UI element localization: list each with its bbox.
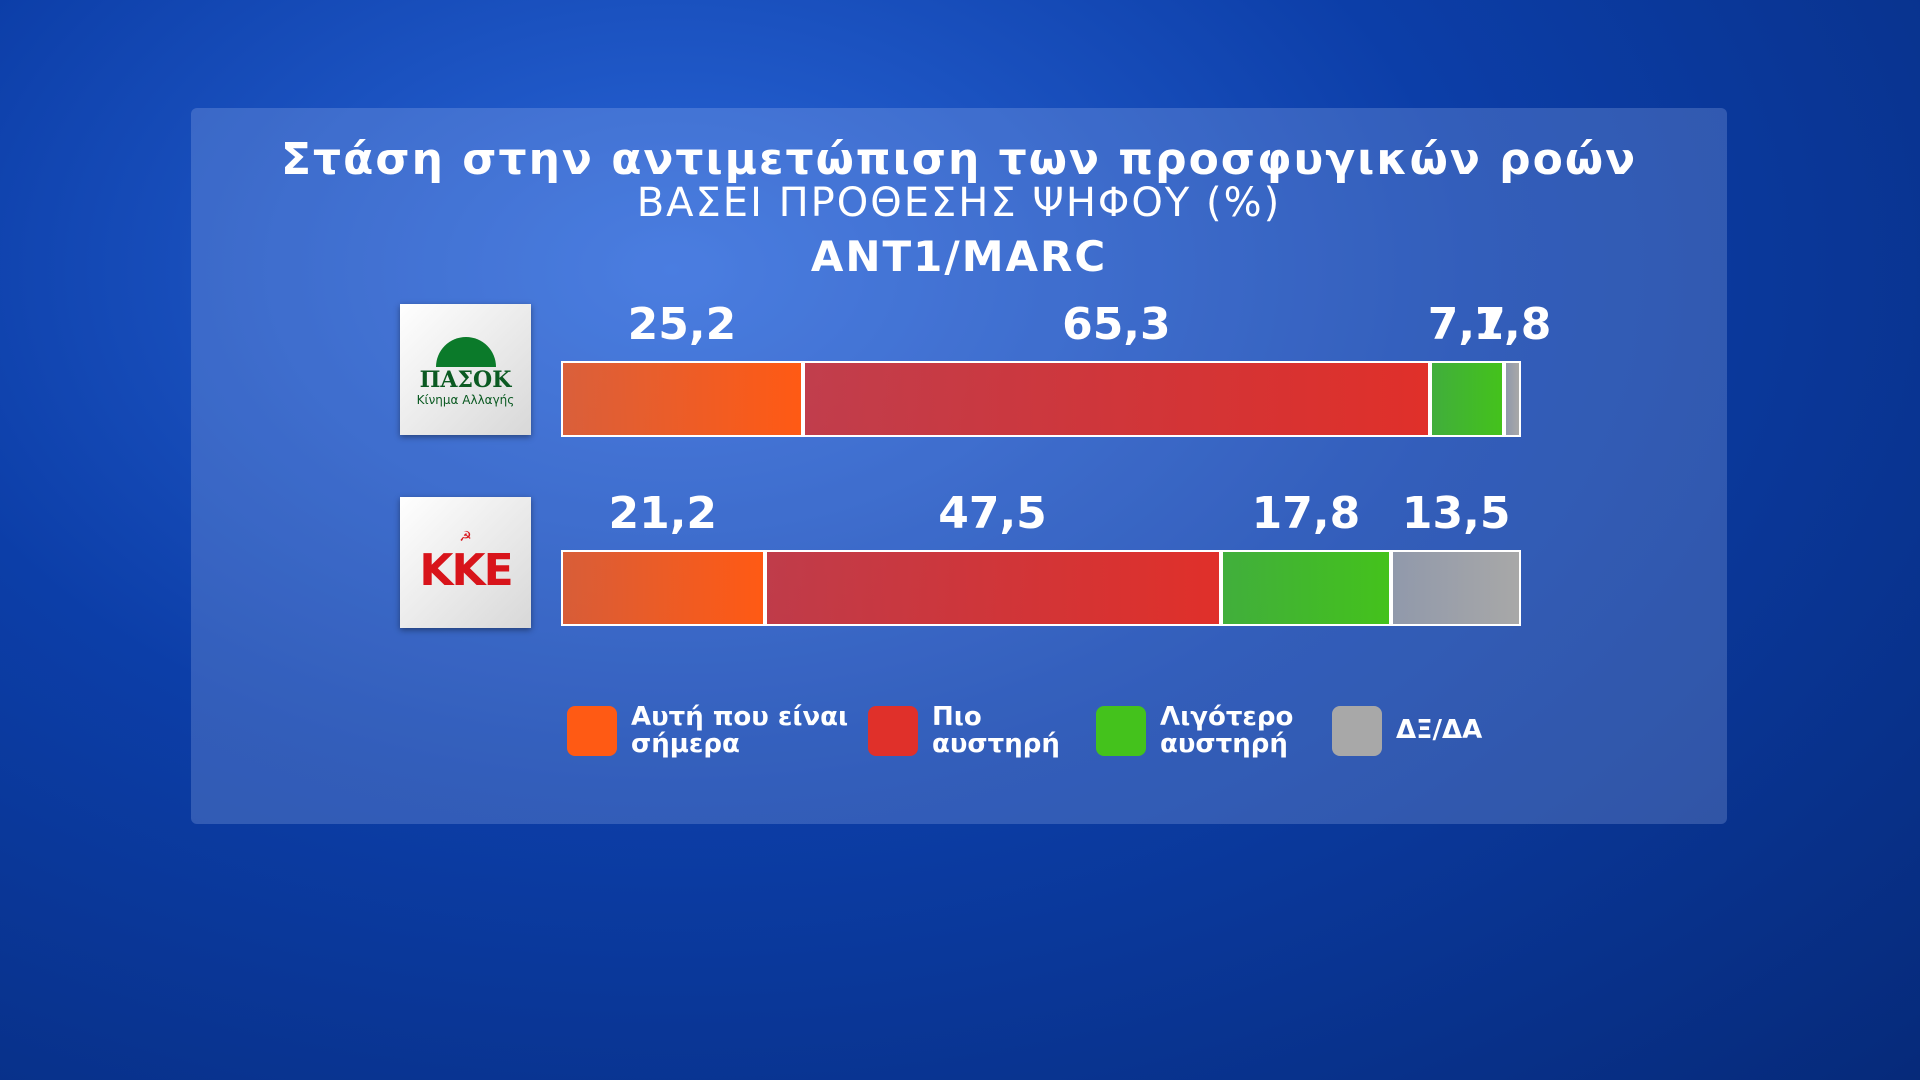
legend-label: Πιο αυστηρή	[932, 702, 1060, 759]
legend-swatch	[868, 706, 918, 756]
source: ANT1/MARC	[810, 232, 1108, 281]
bar-segment	[1391, 550, 1521, 626]
category-note: Κίνημα Αλλαγής	[416, 392, 515, 407]
bar-segment	[802, 361, 1430, 437]
legend-label: Λιγότερο αυστηρή	[1160, 702, 1294, 759]
legend-swatch	[1332, 706, 1382, 756]
value-label: 7,7	[1427, 299, 1506, 350]
category-label: ΠΑΣΟΚ	[419, 366, 512, 393]
legend-label: Αυτή που είναι σήμερα	[631, 702, 849, 759]
value-label: 65,3	[1062, 299, 1171, 350]
kke-logo: ☭ ΚΚΕ	[400, 497, 531, 628]
bar-segment	[561, 361, 803, 437]
chart-subtitle: ΒΑΣΕΙ ΠΡΟΘΕΣΗΣ ΨΗΦΟΥ (%)	[636, 180, 1282, 226]
legend-label: ΔΞ/ΔΑ	[1396, 715, 1483, 745]
bar-segment	[1503, 361, 1521, 437]
value-label: 47,5	[938, 488, 1047, 539]
logo-sun	[435, 336, 496, 367]
chart-title: Στάση στην αντιμετώπιση των προσφυγικών …	[280, 134, 1638, 185]
value-label: 17,8	[1251, 488, 1361, 539]
panel	[191, 108, 1727, 824]
pasok-logo: ΠΑΣΟΚ Κίνημα Αλλαγής	[400, 304, 531, 435]
value-label: 25,2	[627, 299, 737, 350]
logo-icon: ☭	[459, 529, 472, 545]
value-label: 13,5	[1401, 488, 1511, 539]
value-label: 21,2	[608, 488, 718, 539]
bar-segment	[561, 550, 765, 626]
legend-swatch	[1096, 706, 1146, 756]
bar-segment	[1220, 550, 1392, 626]
value-label: 1,8	[1473, 299, 1552, 350]
legend-swatch	[567, 706, 617, 756]
bar-segment	[764, 550, 1221, 626]
category-label: ΚΚΕ	[419, 545, 513, 596]
bar-segment	[1429, 361, 1504, 437]
